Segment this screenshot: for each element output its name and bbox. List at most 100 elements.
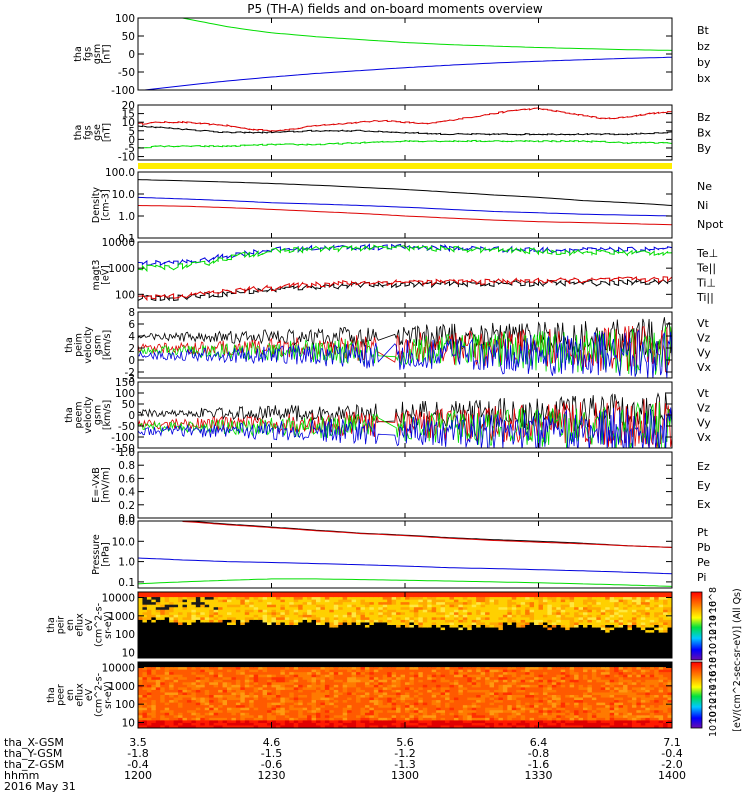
heatmap-cell	[191, 640, 197, 644]
heatmap-cell	[542, 622, 548, 626]
heatmap-cell	[302, 642, 308, 646]
heatmap-cell	[213, 720, 219, 724]
heatmap-cell	[356, 614, 362, 618]
heatmap-cell	[378, 669, 384, 673]
heatmap-cell	[551, 594, 557, 598]
heatmap-cell	[160, 614, 166, 618]
heatmap-cell	[320, 650, 326, 654]
heatmap-cell	[275, 720, 281, 724]
heatmap-cell	[160, 647, 166, 651]
heatmap-cell	[534, 650, 540, 654]
heatmap-cell	[244, 652, 250, 657]
y-axis-label: fgs	[83, 47, 94, 61]
heatmap-cell	[396, 702, 402, 706]
heatmap-cell	[453, 642, 459, 646]
heatmap-cell	[213, 669, 219, 673]
heatmap-cell	[169, 672, 175, 676]
heatmap-cell	[244, 594, 250, 598]
heatmap-cell	[338, 597, 344, 601]
heatmap-cell	[551, 652, 557, 657]
heatmap-cell	[138, 592, 144, 596]
heatmap-cell	[391, 627, 397, 631]
heatmap-cell	[186, 599, 192, 603]
heatmap-cell	[373, 697, 379, 701]
heatmap-cell	[227, 594, 233, 598]
heatmap-cell	[253, 630, 259, 634]
heatmap-cell	[235, 684, 241, 688]
heatmap-cell	[160, 679, 166, 683]
heatmap-cell	[164, 722, 170, 727]
heatmap-cell	[649, 645, 655, 649]
heatmap-cell	[658, 632, 664, 636]
heatmap-cell	[218, 599, 224, 603]
heatmap-cell	[405, 604, 411, 608]
heatmap-cell	[609, 614, 615, 618]
heatmap-cell	[658, 614, 664, 618]
heatmap-cell	[427, 647, 433, 651]
heatmap-cell	[227, 614, 233, 618]
heatmap-cell	[191, 672, 197, 676]
ytick-label: 10.0	[112, 189, 135, 201]
heatmap-cell	[186, 705, 192, 709]
heatmap-cell	[529, 650, 535, 654]
heatmap-cell	[391, 702, 397, 706]
heatmap-cell	[489, 637, 495, 641]
heatmap-cell	[218, 695, 224, 699]
heatmap-cell	[360, 630, 366, 634]
heatmap-cell	[382, 652, 388, 657]
heatmap-cell	[298, 614, 304, 618]
heatmap-cell	[547, 650, 553, 654]
heatmap-cell	[307, 604, 313, 608]
heatmap-cell	[534, 630, 540, 634]
heatmap-cell	[258, 722, 264, 727]
heatmap-cell	[173, 695, 179, 699]
heatmap-cell	[565, 635, 571, 639]
heatmap-cell	[218, 594, 224, 598]
heatmap-cell	[453, 640, 459, 644]
heatmap-cell	[453, 630, 459, 634]
heatmap-cell	[502, 602, 508, 606]
heatmap-cell	[525, 619, 531, 624]
heatmap-cell	[173, 712, 179, 716]
heatmap-cell	[516, 612, 522, 616]
heatmap-cell	[627, 609, 633, 613]
heatmap-cell	[275, 645, 281, 649]
heatmap-cell	[614, 627, 620, 631]
heatmap-cell	[387, 687, 393, 691]
heatmap-cell	[578, 635, 584, 639]
heatmap-cell	[369, 594, 375, 598]
heatmap-cell	[293, 677, 299, 681]
heatmap-cell	[405, 622, 411, 626]
heatmap-cell	[280, 682, 286, 686]
heatmap-cell	[267, 705, 273, 709]
heatmap-cell	[364, 697, 370, 701]
heatmap-cell	[231, 630, 237, 634]
heatmap-cell	[373, 632, 379, 636]
heatmap-cell	[511, 652, 517, 657]
heatmap-cell	[356, 652, 362, 657]
heatmap-cell	[396, 677, 402, 681]
heatmap-cell	[396, 692, 402, 696]
series-Vt	[138, 392, 672, 433]
heatmap-cell	[400, 715, 406, 719]
heatmap-cell	[338, 725, 344, 728]
heatmap-cell	[160, 594, 166, 598]
heatmap-cell	[307, 679, 313, 683]
heatmap-cell	[333, 687, 339, 691]
heatmap-cell	[253, 594, 259, 598]
heatmap-cell	[471, 647, 477, 651]
heatmap-cell	[160, 664, 166, 668]
heatmap-cell	[160, 712, 166, 716]
heatmap-cell	[502, 637, 508, 641]
heatmap-cell	[458, 642, 464, 646]
heatmap-cell	[596, 640, 602, 644]
heatmap-cell	[618, 614, 624, 618]
heatmap-cell	[409, 609, 415, 613]
heatmap-cell	[525, 604, 531, 608]
heatmap-cell	[320, 622, 326, 626]
heatmap-cell	[191, 702, 197, 706]
heatmap-cell	[271, 607, 277, 611]
heatmap-cell	[485, 630, 491, 634]
heatmap-cell	[436, 602, 442, 606]
heatmap-cell	[574, 594, 580, 598]
